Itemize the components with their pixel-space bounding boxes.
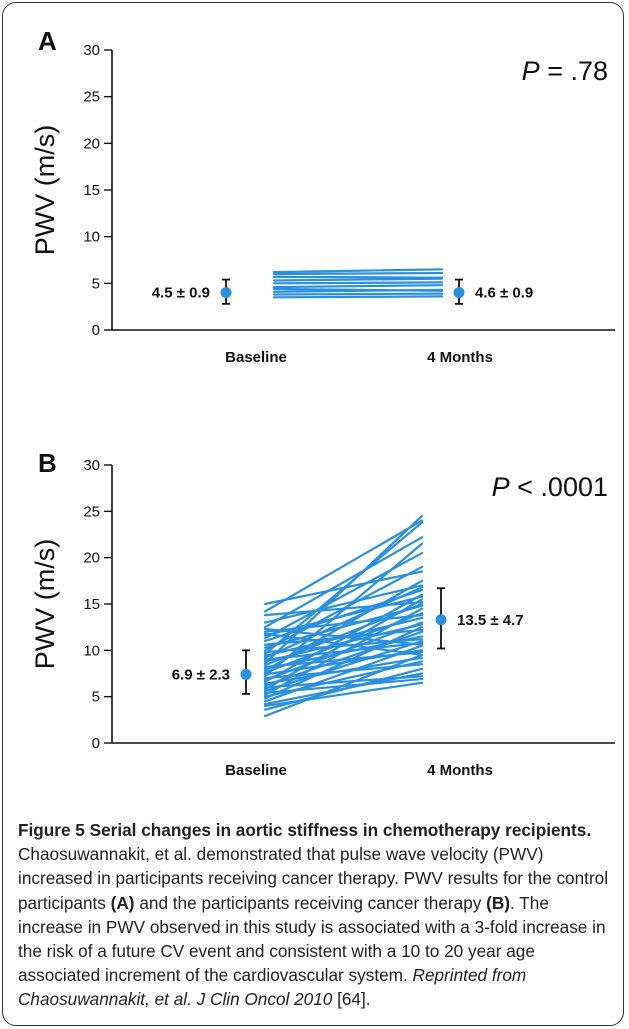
y-tick-label: 20	[83, 550, 100, 567]
y-tick-label: 10	[83, 229, 100, 246]
y-tick-label: 30	[83, 42, 100, 59]
y-tick-label: 10	[83, 642, 100, 659]
figure-caption: Figure 5 Serial changes in aortic stiffn…	[18, 818, 614, 1012]
p-value-text: = .78	[540, 56, 608, 86]
mean-marker	[435, 614, 447, 626]
caption-ref-a: (A)	[110, 892, 135, 913]
participant-line	[272, 295, 444, 299]
participant-line	[272, 292, 444, 296]
figure-title: Serial changes in aortic stiffness in ch…	[84, 820, 592, 840]
participant-line	[263, 675, 424, 689]
mean-marker	[240, 668, 252, 680]
panel-letter: A	[38, 26, 57, 56]
participant-line	[263, 570, 424, 606]
caption-text-1: Chaosuwannakit, et al. demonstrated that…	[18, 844, 609, 913]
y-tick-label: 5	[92, 275, 100, 292]
participant-line	[263, 614, 424, 633]
participant-line	[263, 604, 424, 649]
caption-ref-b: (B)	[486, 892, 511, 913]
participant-line	[272, 275, 444, 279]
participant-line	[263, 627, 424, 646]
p-value-symbol: P	[492, 472, 510, 502]
caption-citation: Reprinted from Chaosuwannakit, et al. J …	[18, 965, 527, 1010]
y-tick-label: 30	[83, 457, 100, 474]
participant-line	[263, 677, 424, 695]
participant-line	[263, 551, 424, 640]
participant-line	[263, 639, 424, 693]
p-value: P = .78	[522, 56, 608, 86]
p-value-symbol: P	[522, 56, 540, 86]
mean-sd-label: 4.6 ± 0.9	[475, 285, 533, 302]
figure-chart: A 0 5 10 15 20 25 30 PWV (m/s) Baseline 4 Months 4.…	[30, 26, 615, 779]
x-tick-label: Baseline	[225, 762, 287, 779]
y-tick-label: 0	[92, 735, 100, 752]
y-tick-label: 0	[92, 322, 100, 339]
p-value: P < .0001	[492, 472, 608, 502]
mean-marker	[453, 287, 465, 299]
panel-letter: B	[38, 448, 57, 478]
participant-line	[272, 271, 444, 276]
participant-line	[272, 268, 444, 274]
y-tick-label: 5	[92, 689, 100, 706]
figure-label: Figure 5	[18, 820, 85, 840]
y-tick-label: 25	[83, 89, 100, 106]
participant-line	[263, 632, 424, 657]
participant-line	[272, 277, 444, 282]
participant-line	[263, 519, 424, 613]
participant-line	[263, 641, 424, 661]
mean-marker	[220, 287, 232, 299]
participant-line	[263, 651, 424, 669]
x-tick-label: 4 Months	[427, 762, 493, 779]
mean-sd-label: 13.5 ± 4.7	[457, 612, 524, 629]
mean-sd-label: 4.5 ± 0.9	[152, 285, 210, 302]
y-axis-label: PWV (m/s)	[30, 539, 60, 669]
mean-sd-label: 6.9 ± 2.3	[172, 666, 230, 683]
participant-line	[272, 284, 444, 289]
y-tick-label: 20	[83, 135, 100, 152]
participant-line	[263, 663, 424, 680]
panel-b: B 0 5 10 15 20 25 30 PWV (m/s) Baseline 4 Months 6.…	[30, 448, 615, 779]
y-axis-label: PWV (m/s)	[30, 125, 60, 255]
x-tick-label: Baseline	[225, 349, 287, 366]
caption-text-3: . The increase in PWV observed in this s…	[18, 892, 606, 986]
y-tick-label: 25	[83, 503, 100, 520]
participant-line	[263, 681, 424, 708]
participant-line	[263, 623, 424, 663]
y-tick-label: 15	[83, 596, 100, 613]
y-tick-label: 15	[83, 182, 100, 199]
panel-a: A 0 5 10 15 20 25 30 PWV (m/s) Baseline 4 Months 4.…	[30, 26, 615, 366]
participant-line	[263, 601, 424, 617]
caption-text-2: and the participants receiving cancer th…	[134, 892, 487, 913]
participant-line	[272, 281, 444, 285]
caption-ref-number: [64].	[332, 989, 371, 1010]
p-value-text: < .0001	[510, 472, 608, 502]
participant-line	[272, 288, 444, 293]
participant-line	[263, 584, 424, 624]
x-tick-label: 4 Months	[427, 349, 493, 366]
